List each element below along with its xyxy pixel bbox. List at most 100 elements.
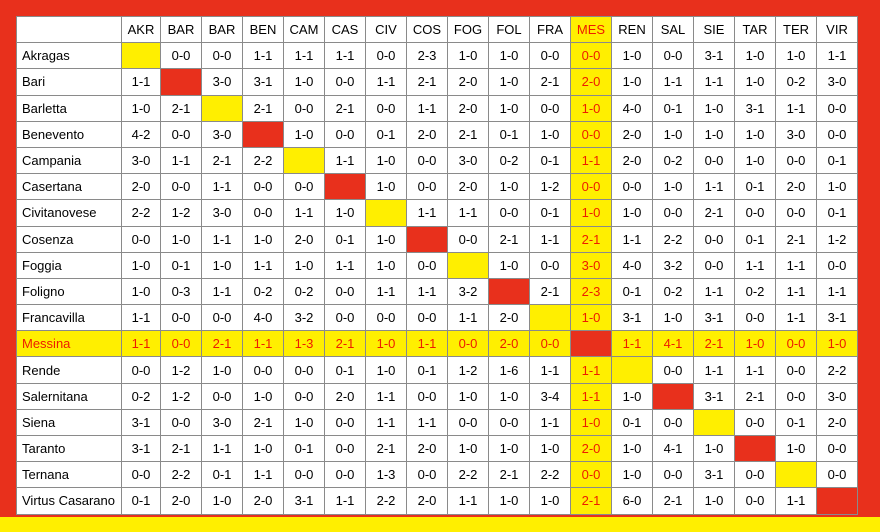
result-cell: 2-1	[488, 225, 530, 253]
result-cell: 1-0	[816, 173, 858, 201]
result-cell: 0-2	[734, 277, 776, 306]
result-cell: 1-1	[324, 146, 366, 175]
result-cell: 1-0	[816, 330, 858, 358]
result-cell: 0-0	[529, 251, 571, 279]
result-cell: 1-0	[365, 225, 407, 253]
result-cell: 1-1	[365, 68, 407, 96]
result-cell: 0-0	[693, 225, 735, 253]
result-cell: 1-0	[121, 251, 161, 279]
result-cell: 0-0	[283, 94, 325, 122]
result-cell: 2-1	[365, 434, 407, 463]
result-cell: 0-0	[570, 42, 612, 70]
result-cell: 0-1	[529, 146, 571, 175]
result-cell: 2-1	[488, 461, 530, 489]
column-header: BAR	[201, 15, 243, 44]
result-cell: 1-1	[406, 199, 448, 227]
result-cell: 3-4	[529, 382, 571, 410]
result-cell: 1-1	[365, 277, 407, 306]
result-cell: 3-1	[693, 42, 735, 70]
result-cell: 2-0	[121, 173, 161, 201]
result-cell: 0-0	[529, 42, 571, 70]
column-header: BEN	[242, 15, 284, 44]
team-name: Bari	[16, 68, 122, 96]
result-cell: 1-1	[242, 251, 284, 279]
result-cell: 0-0	[201, 304, 243, 332]
diagonal-cell	[406, 225, 448, 253]
result-cell: 0-1	[652, 94, 694, 122]
result-cell: 0-0	[283, 173, 325, 201]
result-cell: 1-1	[611, 225, 653, 253]
result-cell: 0-0	[324, 68, 366, 96]
team-row: Cosenza 0-0 1-0 1-1 1-0 2-0 0-1 1-0 0-0 2-1 1-1 2-1…	[16, 225, 858, 253]
result-cell: 1-1	[283, 199, 325, 227]
result-cell: 2-0	[406, 487, 448, 515]
result-cell: 3-1	[816, 304, 858, 332]
result-cell: 1-0	[242, 382, 284, 410]
result-cell: 1-1	[406, 408, 448, 437]
result-cell: 0-0	[734, 304, 776, 332]
result-cell: 1-0	[283, 251, 325, 279]
result-cell: 1-0	[324, 199, 366, 227]
result-cell: 1-0	[611, 382, 653, 410]
result-cell: 0-0	[529, 330, 571, 358]
result-cell: 2-0	[488, 330, 530, 358]
diagonal-cell	[121, 42, 161, 70]
result-cell: 0-0	[324, 434, 366, 463]
result-cell: 1-1	[283, 42, 325, 70]
result-cell: 1-2	[160, 356, 202, 384]
result-cell: 0-2	[652, 146, 694, 175]
diagonal-cell	[447, 251, 489, 279]
result-cell: 0-0	[734, 487, 776, 515]
result-cell: 1-1	[775, 304, 817, 332]
result-cell: 1-1	[406, 330, 448, 358]
result-cell: 0-0	[365, 42, 407, 70]
result-cell: 1-0	[693, 434, 735, 463]
team-row: Francavilla 1-1 0-0 0-0 4-0 3-2 0-0 0-0 0-0 1-1 2-…	[16, 304, 858, 332]
result-cell: 0-0	[816, 434, 858, 463]
diagonal-cell	[734, 434, 776, 463]
result-cell: 2-0	[775, 173, 817, 201]
result-cell: 1-1	[324, 487, 366, 515]
result-cell: 1-1	[121, 68, 161, 96]
column-header: AKR	[121, 15, 161, 44]
result-cell: 1-2	[816, 225, 858, 253]
result-cell: 0-0	[693, 251, 735, 279]
team-name: Foggia	[16, 251, 122, 279]
result-cell: 1-0	[570, 408, 612, 437]
result-cell: 1-1	[693, 277, 735, 306]
result-cell: 4-1	[652, 434, 694, 463]
result-cell: 2-1	[529, 277, 571, 306]
result-cell: 1-0	[488, 173, 530, 201]
team-row: Foligno 1-0 0-3 1-1 0-2 0-2 0-0 1-1 1-1 3-2 2-1 2-3…	[16, 277, 858, 306]
result-cell: 3-1	[121, 408, 161, 437]
team-name: Benevento	[16, 120, 122, 148]
result-cell: 2-1	[201, 330, 243, 358]
result-cell: 0-0	[283, 461, 325, 489]
result-cell: 3-0	[201, 120, 243, 148]
result-cell: 0-0	[242, 173, 284, 201]
result-cell: 0-0	[693, 146, 735, 175]
team-row: Foggia 1-0 0-1 1-0 1-1 1-0 1-1 1-0 0-0 1-0 0-0 3-0 4…	[16, 251, 858, 279]
result-cell: 1-0	[121, 277, 161, 306]
result-cell: 1-0	[488, 251, 530, 279]
result-cell: 1-0	[693, 94, 735, 122]
diagonal-cell	[693, 408, 735, 437]
result-cell: 0-0	[283, 356, 325, 384]
result-cell: 2-1	[160, 94, 202, 122]
result-cell: 0-0	[734, 408, 776, 437]
result-cell: 0-0	[324, 304, 366, 332]
result-cell: 1-0	[611, 199, 653, 227]
diagonal-cell	[775, 461, 817, 489]
result-cell: 4-1	[652, 330, 694, 358]
result-cell: 4-0	[611, 94, 653, 122]
result-cell: 2-0	[406, 120, 448, 148]
result-cell: 1-0	[447, 434, 489, 463]
result-cell: 0-0	[121, 356, 161, 384]
result-cell: 3-0	[816, 382, 858, 410]
result-cell: 0-0	[324, 120, 366, 148]
result-cell: 2-1	[570, 487, 612, 515]
result-cell: 0-0	[406, 173, 448, 201]
result-cell: 1-1	[775, 94, 817, 122]
result-cell: 1-0	[570, 94, 612, 122]
result-cell: 2-1	[570, 225, 612, 253]
